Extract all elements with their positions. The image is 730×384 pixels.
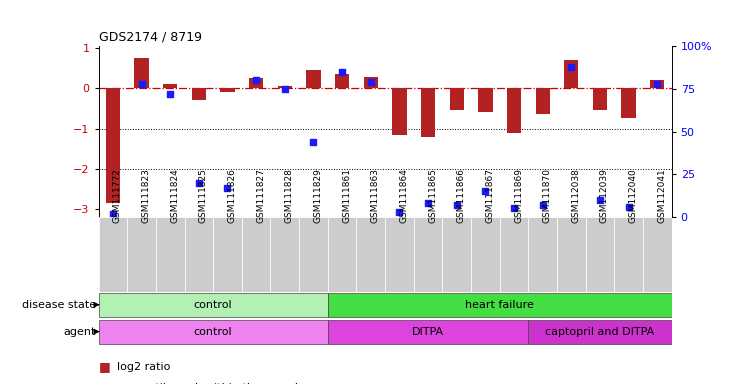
Text: heart failure: heart failure bbox=[465, 300, 534, 310]
Point bbox=[451, 202, 463, 208]
Point bbox=[651, 81, 663, 87]
Bar bbox=[220, 88, 234, 91]
Point bbox=[222, 185, 234, 191]
Text: GSM111861: GSM111861 bbox=[342, 168, 351, 223]
Point bbox=[279, 86, 291, 92]
Bar bbox=[156, 217, 185, 292]
Text: GSM111823: GSM111823 bbox=[142, 168, 150, 223]
Bar bbox=[356, 217, 385, 292]
Point bbox=[307, 139, 319, 145]
Bar bbox=[585, 217, 615, 292]
Text: GSM112039: GSM112039 bbox=[600, 168, 609, 223]
Bar bbox=[335, 74, 349, 88]
Bar bbox=[536, 88, 550, 114]
Text: GSM112038: GSM112038 bbox=[572, 168, 580, 223]
Bar bbox=[593, 88, 607, 111]
Text: control: control bbox=[194, 327, 232, 337]
Text: GSM111870: GSM111870 bbox=[542, 168, 552, 223]
Bar bbox=[529, 320, 672, 344]
Bar bbox=[392, 88, 407, 134]
Bar bbox=[414, 217, 442, 292]
Bar bbox=[564, 60, 578, 88]
Point bbox=[422, 200, 434, 206]
Point bbox=[107, 210, 119, 217]
Point bbox=[480, 188, 491, 194]
Bar bbox=[106, 88, 120, 203]
Text: GSM111863: GSM111863 bbox=[371, 168, 380, 223]
Bar bbox=[299, 217, 328, 292]
Bar bbox=[163, 84, 177, 88]
Bar bbox=[99, 320, 328, 344]
Text: GSM112041: GSM112041 bbox=[657, 168, 666, 223]
Bar bbox=[192, 88, 206, 100]
Bar bbox=[185, 217, 213, 292]
Bar bbox=[364, 77, 378, 88]
Bar bbox=[621, 88, 636, 118]
Text: disease state: disease state bbox=[22, 300, 96, 310]
Bar bbox=[213, 217, 242, 292]
Bar bbox=[134, 58, 149, 88]
Bar bbox=[328, 293, 672, 317]
Text: GSM111867: GSM111867 bbox=[485, 168, 494, 223]
Bar bbox=[277, 86, 292, 88]
Text: GSM111869: GSM111869 bbox=[514, 168, 523, 223]
Bar bbox=[127, 217, 156, 292]
Text: GSM111828: GSM111828 bbox=[285, 168, 293, 223]
Text: log2 ratio: log2 ratio bbox=[117, 362, 170, 372]
Bar bbox=[471, 217, 499, 292]
Text: GSM111829: GSM111829 bbox=[313, 168, 323, 223]
Bar bbox=[271, 217, 299, 292]
Point bbox=[365, 79, 377, 85]
Text: DITPA: DITPA bbox=[412, 327, 444, 337]
Bar bbox=[385, 217, 414, 292]
Bar bbox=[450, 88, 464, 111]
Text: GSM111824: GSM111824 bbox=[170, 168, 179, 223]
Bar bbox=[507, 88, 521, 132]
Bar bbox=[557, 217, 585, 292]
Bar bbox=[249, 78, 264, 88]
Bar bbox=[442, 217, 471, 292]
Bar bbox=[614, 217, 643, 292]
Point bbox=[566, 63, 577, 70]
Bar bbox=[307, 70, 320, 88]
Point bbox=[337, 69, 348, 75]
Text: GSM111826: GSM111826 bbox=[228, 168, 237, 223]
Point bbox=[594, 197, 606, 203]
Bar bbox=[328, 320, 529, 344]
Text: agent: agent bbox=[64, 327, 96, 337]
Point bbox=[393, 209, 405, 215]
Bar bbox=[242, 217, 270, 292]
Point bbox=[193, 180, 204, 186]
Bar bbox=[650, 80, 664, 88]
Text: GDS2174 / 8719: GDS2174 / 8719 bbox=[99, 30, 201, 43]
Point bbox=[537, 202, 548, 208]
Text: ■: ■ bbox=[99, 360, 110, 373]
Point bbox=[250, 77, 262, 83]
Point bbox=[136, 81, 147, 87]
Text: GSM111864: GSM111864 bbox=[399, 168, 408, 223]
Text: GSM111825: GSM111825 bbox=[199, 168, 208, 223]
Bar bbox=[529, 217, 557, 292]
Bar bbox=[99, 293, 328, 317]
Point bbox=[164, 91, 176, 97]
Bar bbox=[328, 217, 356, 292]
Bar bbox=[643, 217, 672, 292]
Text: GSM111865: GSM111865 bbox=[428, 168, 437, 223]
Bar bbox=[99, 217, 127, 292]
Text: GSM111827: GSM111827 bbox=[256, 168, 265, 223]
Point bbox=[508, 205, 520, 212]
Text: captopril and DITPA: captopril and DITPA bbox=[545, 327, 655, 337]
Text: percentile rank within the sample: percentile rank within the sample bbox=[117, 383, 304, 384]
Text: GSM111772: GSM111772 bbox=[113, 168, 122, 223]
Bar bbox=[421, 88, 435, 137]
Point bbox=[623, 204, 634, 210]
Text: GSM112040: GSM112040 bbox=[629, 168, 637, 223]
Bar bbox=[499, 217, 529, 292]
Text: control: control bbox=[194, 300, 232, 310]
Text: GSM111866: GSM111866 bbox=[457, 168, 466, 223]
Text: ■: ■ bbox=[99, 381, 110, 384]
Bar bbox=[478, 88, 493, 113]
